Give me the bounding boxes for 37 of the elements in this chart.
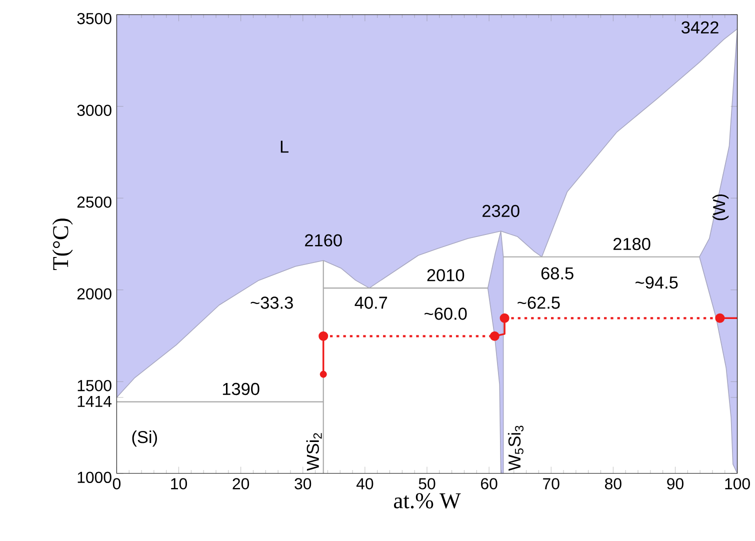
x-tick-label: 30 xyxy=(294,478,312,490)
x-tick-label: 0 xyxy=(112,478,121,490)
x-tick-label: 10 xyxy=(171,478,187,490)
annotation: (W) xyxy=(712,194,729,220)
y-tick-label: 3000 xyxy=(77,104,112,116)
x-tick-label: 50 xyxy=(418,478,436,490)
y-tick-label: 3500 xyxy=(77,12,112,24)
x-tick-label: 80 xyxy=(605,478,622,490)
x-tick-label: 70 xyxy=(543,478,560,490)
annotation: ~60.0 xyxy=(424,308,467,320)
x-axis-title: at.% W xyxy=(394,493,461,508)
annotation: (Si) xyxy=(132,430,157,447)
y-tick-label: 2500 xyxy=(77,196,112,208)
x-tick-label: 90 xyxy=(667,478,684,490)
annotation: 40.7 xyxy=(354,296,388,309)
x-tick-label: 40 xyxy=(356,478,374,490)
annotation: 2010 xyxy=(427,269,464,282)
y-tick-label: 1414 xyxy=(78,396,112,407)
annotation: W$_{5}$Si$_{3}$ xyxy=(508,426,524,471)
annotation: 68.5 xyxy=(541,267,574,280)
y-tick-label: 1500 xyxy=(78,380,112,392)
annotation: 2160 xyxy=(305,234,342,246)
annotation: ~33.3 xyxy=(250,296,293,309)
annotation: WSi$_{2}$ xyxy=(306,433,322,471)
annotation: 3422 xyxy=(682,21,718,34)
y-tick-label: 2000 xyxy=(77,288,112,300)
x-tick-label: 60 xyxy=(481,478,498,490)
annotation: 2180 xyxy=(613,238,650,250)
annotation: ~62.5 xyxy=(518,296,560,309)
annotation: 2320 xyxy=(482,204,520,218)
x-tick-label: 20 xyxy=(232,478,250,490)
y-tick-label: 1000 xyxy=(78,472,112,483)
annotation: ~94.5 xyxy=(636,276,678,289)
annotation: 1390 xyxy=(222,382,260,396)
annotation: L xyxy=(280,140,288,153)
x-tick-label: 100 xyxy=(725,478,750,490)
y-axis-title: T(°C) xyxy=(52,218,73,270)
